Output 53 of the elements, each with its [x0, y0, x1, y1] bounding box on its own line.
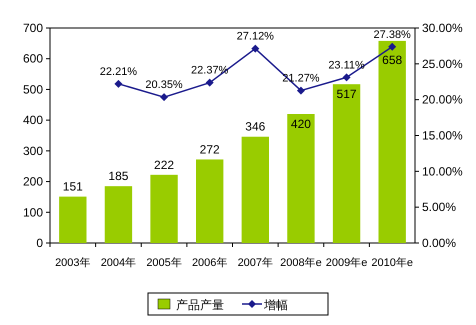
bar [196, 159, 224, 243]
x-tick-label: 2009年e [326, 257, 368, 269]
bar [332, 84, 360, 243]
x-tick-label: 2007年 [238, 257, 274, 269]
bar [242, 136, 269, 243]
y-tick-label: 300 [22, 144, 44, 158]
y-tick-label: 700 [22, 21, 44, 35]
bar [287, 114, 315, 243]
x-tick-label: 2010年e [371, 257, 413, 269]
data-label: 20.35% [145, 79, 183, 92]
y-tick-label: 100 [22, 205, 44, 220]
point [114, 80, 122, 88]
data-label: 272 [200, 142, 220, 156]
point [251, 44, 260, 53]
data-label: 185 [108, 169, 129, 184]
bar [104, 186, 132, 243]
bar [150, 174, 178, 243]
y2-tick-label: 10.00% [422, 164, 464, 178]
legend-label: 增幅 [263, 298, 288, 312]
data-label: 517 [336, 87, 357, 102]
y-tick-label: 600 [22, 52, 44, 66]
x-tick-label: 2004年 [100, 257, 136, 269]
data-label: 346 [245, 120, 266, 134]
legend-label: 产品产量 [176, 298, 224, 312]
x-tick-label: 2006年 [192, 257, 228, 269]
y-tick-label: 0 [36, 236, 44, 250]
point [342, 73, 351, 82]
data-label: 658 [382, 52, 403, 67]
y-tick-label: 400 [22, 113, 44, 128]
x-tick-label: 2003年 [55, 257, 91, 269]
bar [378, 40, 406, 243]
y2-tick-label: 25.00% [422, 56, 464, 71]
data-label: 420 [290, 117, 312, 131]
data-label: 27.12% [236, 30, 274, 43]
y2-tick-label: 5.00% [422, 200, 456, 214]
point [388, 42, 396, 51]
y2-tick-label: 30.00% [422, 21, 464, 35]
data-label: 222 [154, 158, 174, 172]
x-tick-label: 2008年e [280, 257, 322, 269]
y2-tick-label: 20.00% [422, 92, 464, 107]
y2-tick-label: 0.00% [422, 236, 456, 250]
data-label: 151 [62, 180, 84, 194]
data-label: 22.21% [100, 66, 138, 78]
point [206, 78, 214, 87]
y-tick-label: 500 [22, 82, 44, 96]
point [160, 93, 168, 102]
data-label: 23.11% [328, 59, 366, 72]
data-label: 27.38% [374, 28, 412, 41]
x-tick-label: 2005年 [146, 257, 182, 269]
point [296, 86, 305, 95]
y-tick-label: 200 [22, 174, 44, 189]
y2-tick-label: 15.00% [422, 128, 464, 142]
bar [59, 196, 86, 243]
